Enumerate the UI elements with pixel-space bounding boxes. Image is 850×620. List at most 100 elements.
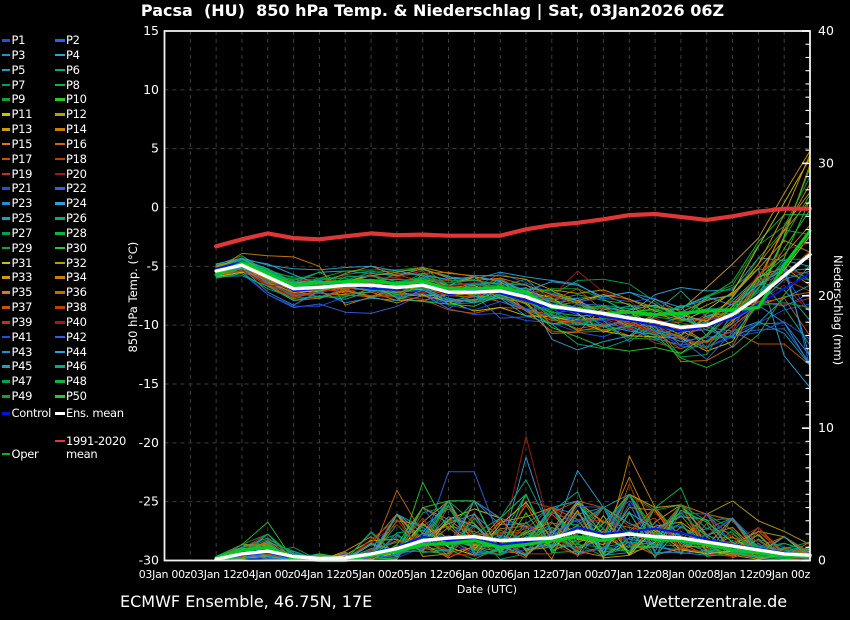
legend-item-p15-swatch xyxy=(2,142,10,146)
member-temp-line-P31 xyxy=(215,235,811,352)
legend-item-p14-label: P14 xyxy=(66,122,87,137)
legend-item-p38-swatch xyxy=(55,306,65,309)
legend-item-p19-swatch xyxy=(2,172,10,176)
legend-item-p36: P36 xyxy=(55,286,165,300)
legend-item-p48-swatch xyxy=(55,380,65,383)
legend-item-p50-label: P50 xyxy=(66,389,87,404)
legend-item-p50: P50 xyxy=(55,390,165,404)
legend-item-p5-label: P5 xyxy=(11,62,26,77)
legend-item-p33: P33 xyxy=(2,271,112,285)
legend-item-p49-swatch xyxy=(2,395,10,398)
legend-item-climate-mean-label: 1991-2020 mean xyxy=(66,433,126,461)
legend-item-ens-mean: Ens. mean xyxy=(55,407,165,421)
ens-mean-precip-line xyxy=(214,529,812,561)
footer-model-info: ECMWF Ensemble, 46.75N, 17E xyxy=(120,592,373,611)
legend-item-control: Control xyxy=(2,407,112,421)
legend-item-p30-label: P30 xyxy=(66,240,87,255)
legend-item-p4: P4 xyxy=(55,47,165,63)
legend-item-p13: P13 xyxy=(2,123,112,137)
legend-item-p18-label: P18 xyxy=(66,151,87,166)
y-left-tick-label: -20 xyxy=(139,435,159,450)
legend-item-p38: P38 xyxy=(55,301,165,315)
legend-item-p24-swatch xyxy=(55,202,65,205)
legend-item-p13-swatch xyxy=(2,128,10,131)
legend-item-oper-label: Oper xyxy=(11,446,39,461)
legend-item-p16: P16 xyxy=(55,137,165,152)
legend-item-p7-label: P7 xyxy=(11,77,26,92)
legend-item-p10-label: P10 xyxy=(66,92,87,107)
legend-item-p28-swatch xyxy=(55,231,65,235)
legend-item-p25-swatch xyxy=(2,217,10,220)
member-temp-line-P21 xyxy=(215,268,811,321)
member-temp-line-P22 xyxy=(215,261,811,368)
legend-item-p2-label: P2 xyxy=(66,33,80,47)
x-tick-label: 04Jan 00z xyxy=(242,568,294,581)
legend-item-p26-swatch xyxy=(55,217,65,220)
y-axis-title-right-text: Niederschlag (mm) xyxy=(831,255,845,366)
member-precip-line-P50 xyxy=(215,500,811,561)
legend-item-p49: P49 xyxy=(2,390,112,404)
member-temp-line-P41 xyxy=(215,272,811,348)
legend-item-p21-swatch xyxy=(2,187,10,190)
legend-item-p34-swatch xyxy=(55,276,65,280)
legend-item-p43-label: P43 xyxy=(11,344,33,359)
oper-temp-line xyxy=(214,229,812,317)
legend-item-p45-label: P45 xyxy=(11,359,33,374)
legend-item-p40-label: P40 xyxy=(66,314,87,329)
legend-item-p17-swatch xyxy=(2,157,10,161)
legend-item-p36-swatch xyxy=(55,291,65,294)
legend-item-p28-label: P28 xyxy=(66,225,87,240)
legend-item-p20-swatch xyxy=(55,172,65,176)
y-left-tick-label: -10 xyxy=(139,317,159,332)
legend-item-p50-swatch xyxy=(55,395,65,398)
legend-item-p4-label: P4 xyxy=(66,47,80,62)
x-axis-title: Date (UTC) xyxy=(456,583,518,596)
legend-item-oper: Oper xyxy=(2,446,112,462)
x-tick-label: 08Jan 12z xyxy=(707,568,759,581)
legend-item-p30-swatch xyxy=(55,246,65,250)
legend-item-p42-swatch xyxy=(55,335,65,339)
x-tick-label: 05Jan 00z xyxy=(345,568,397,581)
x-tick-label: 07Jan 12z xyxy=(603,568,655,581)
legend-item-p35-label: P35 xyxy=(11,285,33,300)
legend-item-p31-label: P31 xyxy=(11,255,33,270)
legend-item-p19: P19 xyxy=(2,167,112,182)
legend-item-p48: P48 xyxy=(55,375,165,389)
legend-item-p25-label: P25 xyxy=(11,211,33,226)
legend-item-p37-label: P37 xyxy=(11,300,33,315)
y-left-tick-label: -30 xyxy=(139,553,159,568)
legend-item-control-label: Control xyxy=(11,406,52,420)
legend-item-p14: P14 xyxy=(55,123,165,137)
legend-item-p44: P44 xyxy=(55,345,165,360)
legend-item-p6-swatch xyxy=(55,68,65,72)
legend-item-p41-label: P41 xyxy=(11,329,33,344)
x-tick-label: 08Jan 00z xyxy=(655,568,707,581)
legend-item-p34: P34 xyxy=(55,271,165,285)
legend-item-p1-swatch xyxy=(2,39,10,42)
legend-item-p24: P24 xyxy=(55,197,165,211)
legend-item-p39: P39 xyxy=(2,315,112,330)
legend-item-p15-label: P15 xyxy=(11,136,33,151)
legend-item-p12: P12 xyxy=(55,108,165,122)
legend-item-p21: P21 xyxy=(2,182,112,196)
y-right-tick-label: 10 xyxy=(818,420,834,435)
member-temp-line-P47 xyxy=(215,258,811,358)
legend-item-p22-swatch xyxy=(55,187,65,190)
legend-item-p22-label: P22 xyxy=(66,181,87,196)
member-temp-line-P44 xyxy=(215,257,811,359)
y-right-tick-label: 20 xyxy=(818,288,834,303)
legend-item-p9: P9 xyxy=(2,93,112,107)
legend-item-p11-swatch xyxy=(2,113,10,116)
legend-item-p7-swatch xyxy=(2,83,10,87)
legend-item-p22: P22 xyxy=(55,182,165,196)
legend-item-p16-swatch xyxy=(55,142,65,146)
legend-item-p3-swatch xyxy=(2,53,10,57)
y-left-tick-label: 5 xyxy=(151,141,159,156)
legend-item-p8-swatch xyxy=(55,83,65,87)
legend-item-p27-swatch xyxy=(2,231,10,235)
legend-item-p42-label: P42 xyxy=(66,329,87,344)
legend-item-p26-label: P26 xyxy=(66,211,87,226)
legend-item-p31-swatch xyxy=(2,261,10,265)
legend-item-p23-label: P23 xyxy=(11,196,33,211)
y-axis-title-left-text: 850 hPa Temp. (°C) xyxy=(126,241,140,353)
